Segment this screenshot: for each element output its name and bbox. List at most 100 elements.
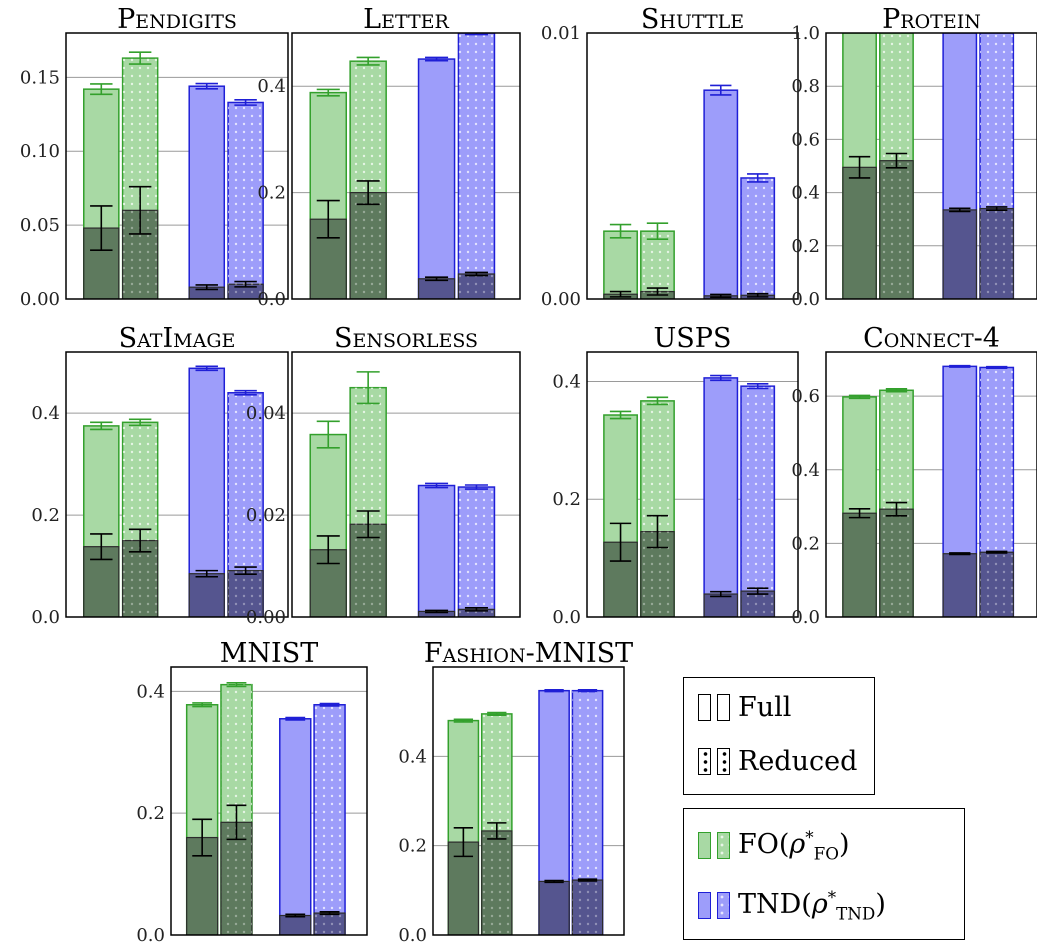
- errorbar-loss: [747, 587, 769, 595]
- y-tick-label: 0.2: [791, 236, 820, 257]
- panel-title: Fashion-MNIST: [424, 638, 633, 669]
- errorbar-bound: [90, 83, 113, 96]
- bar-bound-tnd-full: [417, 484, 456, 617]
- errorbar-loss: [949, 552, 971, 556]
- axes-frame: [432, 666, 625, 936]
- y-tick-label: 0.4: [136, 681, 165, 702]
- errorbar-bound: [487, 711, 507, 717]
- errorbar-loss: [128, 528, 152, 553]
- full-swatch-icon: [698, 694, 711, 721]
- panel-fashion-mnist: 0.0 0.2 0.4 Fashion-MNIST: [398, 638, 633, 946]
- errorbar-bound: [319, 702, 340, 707]
- bar-loss-dots: [228, 284, 264, 299]
- y-tick-label: 0.0: [136, 925, 165, 946]
- panel-title: Pendigits: [117, 4, 237, 35]
- y-tick-label: 0.4: [398, 746, 427, 767]
- bar-loss-dots: [741, 591, 775, 617]
- legend-fo-sub: FO: [813, 843, 840, 864]
- errorbar-bound: [425, 482, 449, 489]
- panel-connect-4: 0.0 0.2 0.4 0.6 Connect-4: [791, 323, 1037, 628]
- legend-item-full: Full: [698, 692, 791, 723]
- y-tick-label: 0.4: [257, 76, 286, 97]
- legend-item-tnd: TND(ρ*TND): [698, 887, 886, 923]
- errorbar-bound: [90, 421, 113, 431]
- bar-loss-tnd-full: [703, 593, 739, 617]
- y-tick-label: 0.2: [136, 803, 165, 824]
- errorbar-loss: [192, 818, 213, 857]
- legend-fo-main: FO: [738, 829, 779, 860]
- bar-loss-tnd-full: [942, 209, 978, 299]
- legend-variant: Full Reduced: [683, 677, 875, 795]
- y-tick-label: 0.00: [246, 607, 286, 628]
- errorbar-loss: [710, 590, 732, 598]
- bar-bound-dots: [458, 33, 495, 299]
- errorbar-loss: [464, 607, 488, 612]
- panel-title: Shuttle: [641, 4, 744, 35]
- errorbar-bound: [425, 56, 449, 62]
- y-tick-label: 0.4: [552, 371, 581, 392]
- legend-label-full: Full: [738, 692, 792, 723]
- bars-protein: [842, 33, 1015, 299]
- bars-satimage: [83, 365, 264, 617]
- errorbar-loss: [425, 276, 449, 282]
- errorbar-bound: [747, 382, 769, 390]
- errorbar-bound: [356, 56, 380, 66]
- panel-title: MNIST: [220, 638, 318, 669]
- errorbar-loss: [464, 271, 488, 277]
- bar-bound-dots: [458, 487, 495, 617]
- errorbar-bound: [710, 84, 732, 96]
- bar-loss-dots: [458, 609, 495, 617]
- y-tick-label: 0.2: [257, 183, 286, 204]
- bar-loss-dots: [481, 830, 512, 935]
- y-tick-label: 0.6: [791, 386, 820, 407]
- reduced-swatch-icon: [698, 748, 711, 775]
- bars-pendigits: [83, 51, 264, 299]
- bar-bound-tnd-full: [703, 377, 739, 617]
- y-tick-label: 0.01: [541, 23, 581, 44]
- axes-frame: [291, 32, 521, 300]
- y-tick-label: 0.4: [791, 183, 820, 204]
- panel-shuttle: 0.00 0.01 Shuttle: [541, 4, 799, 310]
- errorbar-loss: [609, 522, 632, 562]
- errorbar-bound: [316, 420, 340, 449]
- y-tick-label: 0.0: [552, 607, 581, 628]
- errorbar-loss: [885, 501, 908, 517]
- errorbar-bound: [192, 702, 213, 708]
- errorbar-loss: [986, 206, 1008, 211]
- errorbar-bound: [234, 389, 257, 396]
- errorbar-bound: [128, 418, 152, 427]
- errorbar-bound: [986, 365, 1008, 369]
- bar-loss-tnd-full: [538, 880, 570, 935]
- errorbar-loss: [544, 879, 564, 884]
- y-tick-label: 0.8: [791, 76, 820, 97]
- bar-loss-dots: [350, 524, 387, 617]
- errorbar-loss: [316, 535, 340, 565]
- y-tick-label: 0.2: [398, 836, 427, 857]
- errorbar-bound: [195, 365, 218, 372]
- y-tick-label: 1.0: [791, 23, 820, 44]
- y-tick-label: 0.2: [31, 505, 60, 526]
- errorbar-bound: [316, 88, 340, 97]
- legend-item-reduced: Reduced: [698, 746, 857, 777]
- bar-bound-dots: [741, 177, 775, 299]
- y-tick-label: 0.15: [20, 67, 60, 88]
- axes-frame: [825, 351, 1037, 618]
- bars-letter: [309, 33, 496, 299]
- errorbar-loss: [577, 878, 598, 882]
- errorbar-bound: [128, 51, 152, 65]
- y-tick-label: 0.2: [552, 489, 581, 510]
- errorbar-bound: [464, 33, 488, 36]
- panel-title: Protein: [882, 4, 981, 35]
- bar-loss-dots: [980, 208, 1014, 299]
- reduced-swatch-icon: [717, 748, 730, 775]
- bar-loss-dots: [458, 273, 495, 299]
- errorbar-bound: [710, 374, 732, 382]
- bar-loss-tnd-full: [942, 553, 978, 617]
- bars-sensorless: [309, 371, 496, 617]
- errorbar-loss: [848, 507, 871, 519]
- panel-title: SatImage: [119, 323, 236, 354]
- errorbar-loss: [609, 290, 632, 298]
- errorbar-loss: [747, 292, 769, 298]
- errorbar-loss: [710, 293, 732, 298]
- legend-label-fo: FO(ρ*FO): [738, 827, 850, 864]
